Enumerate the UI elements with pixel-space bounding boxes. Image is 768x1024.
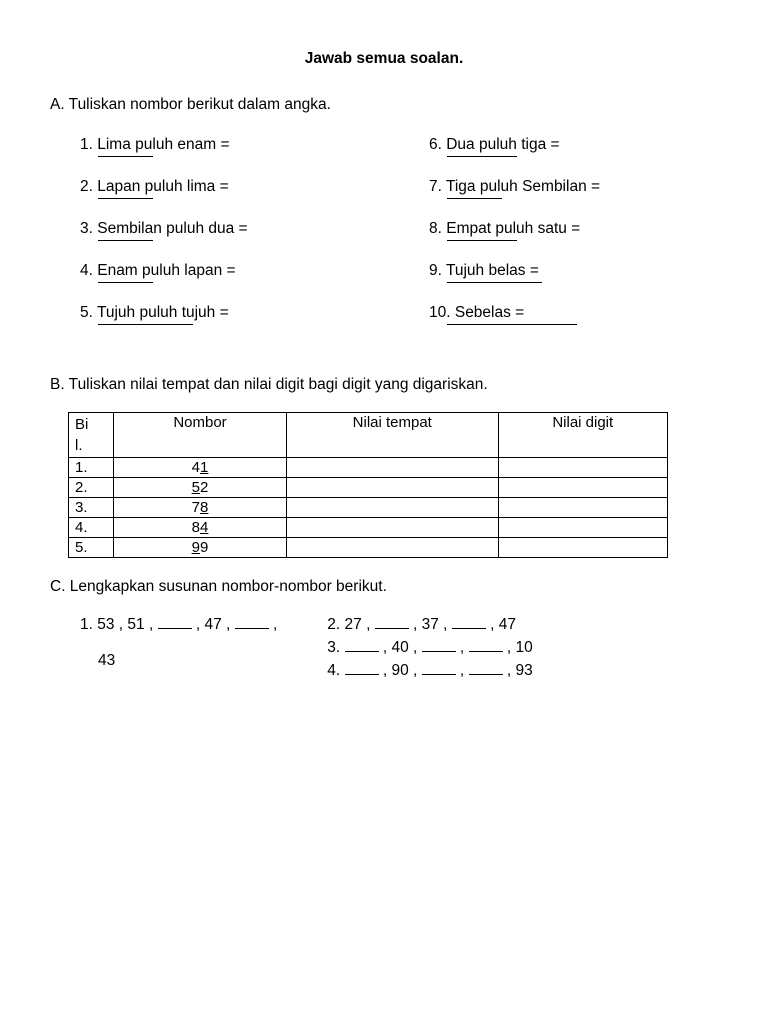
question-text: 6. Dua puluh tiga =	[429, 136, 718, 154]
sequence-blank[interactable]	[345, 637, 379, 652]
cell-nilai-digit[interactable]	[498, 458, 667, 478]
sequence-blank[interactable]	[469, 637, 503, 652]
question-text: 8. Empat puluh satu =	[429, 220, 718, 238]
sequence-continuation: 43	[98, 652, 277, 670]
sequence-blank[interactable]	[452, 614, 486, 629]
question-text: 1. Lima puluh enam =	[80, 136, 369, 154]
th-bil: Bil.	[69, 413, 114, 458]
section-a-list: 1. Lima puluh enam = 2. Lapan puluh lima …	[80, 136, 718, 346]
cell-nombor: 84	[114, 518, 287, 538]
question-item: 6. Dua puluh tiga =	[429, 136, 718, 174]
question-text: 9. Tujuh belas =	[429, 262, 718, 280]
sequence-item: 1. 53 , 51 , , 47 , ,	[80, 614, 277, 634]
sequence-blank[interactable]	[235, 614, 269, 629]
cell-nilai-digit[interactable]	[498, 538, 667, 558]
section-c-left: 1. 53 , 51 , , 47 , , 43	[80, 614, 277, 683]
cell-bil: 4.	[69, 518, 114, 538]
th-nilai-tempat: Nilai tempat	[287, 413, 499, 458]
section-a-heading: A. Tuliskan nombor berikut dalam angka.	[50, 96, 718, 114]
section-c-body: 1. 53 , 51 , , 47 , , 43 2. 27 , , 37 , …	[80, 614, 718, 683]
cell-bil: 5.	[69, 538, 114, 558]
question-text: 4. Enam puluh lapan =	[80, 262, 369, 280]
page-title: Jawab semua soalan.	[50, 50, 718, 68]
table-row: 1.41	[69, 458, 668, 478]
sequence-blank[interactable]	[469, 660, 503, 675]
question-item: 10. Sebelas =	[429, 304, 718, 342]
answer-blank[interactable]	[447, 198, 502, 200]
cell-nombor: 99	[114, 538, 287, 558]
section-c-heading: C. Lengkapkan susunan nombor-nombor beri…	[50, 578, 718, 596]
section-b-table: Bil. Nombor Nilai tempat Nilai digit 1.4…	[68, 412, 668, 558]
underlined-digit: 4	[200, 519, 208, 536]
question-text: 2. Lapan puluh lima =	[80, 178, 369, 196]
question-text: 7. Tiga puluh Sembilan =	[429, 178, 718, 196]
question-item: 9. Tujuh belas =	[429, 262, 718, 300]
cell-nombor: 41	[114, 458, 287, 478]
cell-bil: 3.	[69, 498, 114, 518]
answer-blank[interactable]	[98, 156, 153, 158]
cell-nombor: 52	[114, 478, 287, 498]
cell-nilai-tempat[interactable]	[287, 458, 499, 478]
answer-blank[interactable]	[98, 282, 153, 284]
section-a-left-col: 1. Lima puluh enam = 2. Lapan puluh lima …	[80, 136, 369, 346]
table-row: 2.52	[69, 478, 668, 498]
cell-bil: 2.	[69, 478, 114, 498]
question-text: 5. Tujuh puluh tujuh =	[80, 304, 369, 322]
section-c-right: 2. 27 , , 37 , , 47 3. , 40 , , , 10 4. , …	[327, 614, 532, 683]
underlined-digit: 9	[192, 539, 200, 556]
underlined-digit: 5	[192, 479, 200, 496]
question-text: 3. Sembilan puluh dua =	[80, 220, 369, 238]
question-item: 4. Enam puluh lapan =	[80, 262, 369, 300]
question-item: 1. Lima puluh enam =	[80, 136, 369, 174]
question-item: 3. Sembilan puluh dua =	[80, 220, 369, 258]
cell-nilai-digit[interactable]	[498, 518, 667, 538]
answer-blank[interactable]	[98, 198, 153, 200]
th-nilai-digit: Nilai digit	[498, 413, 667, 458]
answer-blank[interactable]	[447, 240, 517, 242]
question-item: 8. Empat puluh satu =	[429, 220, 718, 258]
th-nombor: Nombor	[114, 413, 287, 458]
cell-nombor: 78	[114, 498, 287, 518]
cell-nilai-tempat[interactable]	[287, 498, 499, 518]
answer-blank[interactable]	[447, 324, 577, 326]
sequence-blank[interactable]	[422, 637, 456, 652]
cell-nilai-tempat[interactable]	[287, 518, 499, 538]
question-text: 10. Sebelas =	[429, 304, 718, 322]
question-item: 5. Tujuh puluh tujuh =	[80, 304, 369, 342]
table-row: 4.84	[69, 518, 668, 538]
question-item: 7. Tiga puluh Sembilan =	[429, 178, 718, 216]
answer-blank[interactable]	[447, 282, 542, 284]
cell-nilai-tempat[interactable]	[287, 538, 499, 558]
question-item: 2. Lapan puluh lima =	[80, 178, 369, 216]
cell-nilai-digit[interactable]	[498, 478, 667, 498]
cell-bil: 1.	[69, 458, 114, 478]
sequence-item: 4. , 90 , , , 93	[327, 660, 532, 680]
answer-blank[interactable]	[447, 156, 517, 158]
underlined-digit: 8	[200, 499, 208, 516]
cell-nilai-digit[interactable]	[498, 498, 667, 518]
sequence-blank[interactable]	[422, 660, 456, 675]
section-a-right-col: 6. Dua puluh tiga = 7. Tiga puluh Sembila…	[429, 136, 718, 346]
table-row: 3.78	[69, 498, 668, 518]
table-row: 5.99	[69, 538, 668, 558]
section-b-heading: B. Tuliskan nilai tempat dan nilai digit…	[50, 376, 718, 394]
sequence-blank[interactable]	[345, 660, 379, 675]
sequence-blank[interactable]	[375, 614, 409, 629]
sequence-blank[interactable]	[158, 614, 192, 629]
underlined-digit: 1	[200, 459, 208, 476]
answer-blank[interactable]	[98, 240, 153, 242]
answer-blank[interactable]	[98, 324, 193, 326]
cell-nilai-tempat[interactable]	[287, 478, 499, 498]
sequence-item: 3. , 40 , , , 10	[327, 637, 532, 657]
sequence-item: 2. 27 , , 37 , , 47	[327, 614, 532, 634]
